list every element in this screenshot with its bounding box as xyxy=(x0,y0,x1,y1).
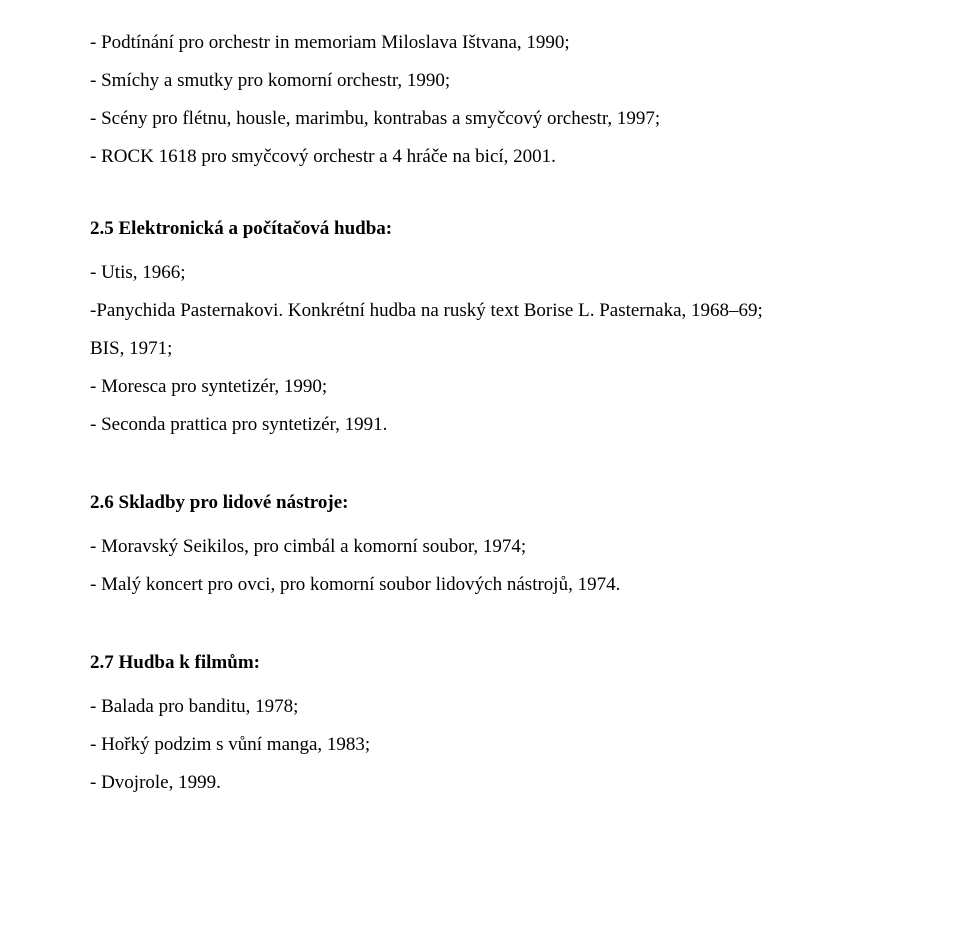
section-heading-2-5: 2.5 Elektronická a počítačová hudba: xyxy=(90,210,870,248)
list-item: - Malý koncert pro ovci, pro komorní sou… xyxy=(90,566,870,604)
list-item: - Podtínání pro orchestr in memoriam Mil… xyxy=(90,24,870,62)
list-item: - Hořký podzim s vůní manga, 1983; xyxy=(90,726,870,764)
list-item: - Seconda prattica pro syntetizér, 1991. xyxy=(90,406,870,444)
section-heading-2-6: 2.6 Skladby pro lidové nástroje: xyxy=(90,484,870,522)
list-item: - Moresca pro syntetizér, 1990; xyxy=(90,368,870,406)
list-item: - Dvojrole, 1999. xyxy=(90,764,870,802)
list-item: - Balada pro banditu, 1978; xyxy=(90,688,870,726)
list-item: - ROCK 1618 pro smyčcový orchestr a 4 hr… xyxy=(90,138,870,176)
list-item: -Panychida Pasternakovi. Konkrétní hudba… xyxy=(90,292,870,330)
list-item: - Utis, 1966; xyxy=(90,254,870,292)
list-item: - Moravský Seikilos, pro cimbál a komorn… xyxy=(90,528,870,566)
section-heading-2-7: 2.7 Hudba k filmům: xyxy=(90,644,870,682)
list-item: - Smíchy a smutky pro komorní orchestr, … xyxy=(90,62,870,100)
list-item: - Scény pro flétnu, housle, marimbu, kon… xyxy=(90,100,870,138)
list-item: BIS, 1971; xyxy=(90,330,870,368)
document-page: - Podtínání pro orchestr in memoriam Mil… xyxy=(0,0,960,951)
